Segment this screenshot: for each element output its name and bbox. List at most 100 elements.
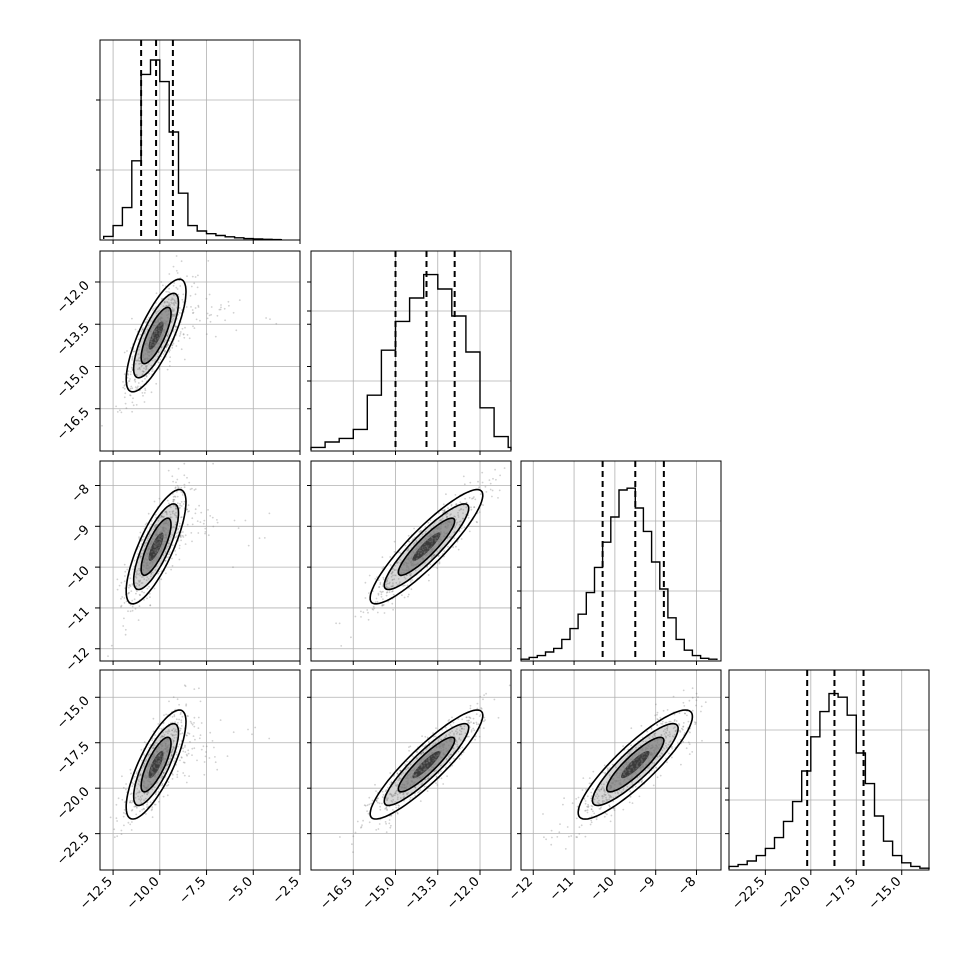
scatter-point — [682, 722, 685, 724]
scatter-point — [268, 512, 271, 515]
scatter-point — [151, 333, 154, 335]
scatter-point — [655, 767, 658, 769]
scatter-point — [649, 753, 652, 756]
scatter-point — [622, 808, 625, 811]
scatter-point — [144, 389, 147, 392]
scatter-point — [136, 771, 138, 774]
scatter-point — [145, 349, 148, 352]
scatter-point — [382, 590, 384, 593]
scatter-point — [170, 321, 173, 323]
scatter-point — [427, 521, 430, 524]
scatter-point — [160, 324, 162, 326]
scatter-point — [660, 734, 663, 737]
scatter-point — [174, 514, 177, 517]
scatter-point — [258, 537, 261, 540]
scatter-point — [640, 762, 643, 765]
scatter-point — [660, 752, 663, 755]
scatter-point — [412, 551, 415, 553]
scatter-point — [162, 757, 164, 759]
scatter-point — [603, 764, 606, 767]
scatter-point — [101, 424, 103, 427]
scatter-point — [434, 755, 437, 758]
scatter-point — [138, 345, 141, 348]
scatter-point — [437, 527, 440, 530]
scatter-point — [458, 757, 461, 760]
scatter-point — [165, 748, 168, 751]
scatter-point — [142, 354, 145, 357]
scatter-point — [149, 764, 152, 767]
scatter-point — [440, 523, 442, 526]
scatter-point — [147, 552, 150, 555]
scatter-point — [624, 768, 627, 771]
scatter-point — [146, 772, 149, 774]
scatter-point — [134, 607, 137, 610]
scatter-point — [157, 768, 160, 771]
scatter-point — [456, 741, 458, 744]
scatter-point — [175, 507, 178, 510]
scatter-point — [147, 787, 149, 789]
scatter-point — [418, 548, 421, 551]
scatter-point — [405, 777, 408, 779]
scatter-point — [390, 781, 393, 784]
scatter-point — [219, 719, 222, 721]
scatter-point — [158, 517, 160, 520]
scatter-point — [194, 508, 197, 511]
scatter-point — [167, 313, 170, 316]
scatter-point — [603, 800, 606, 802]
scatter-point — [173, 308, 175, 310]
scatter-point — [130, 370, 132, 373]
scatter-point — [162, 533, 165, 535]
scatter-point — [592, 810, 594, 813]
scatter-point — [118, 584, 121, 587]
scatter-point — [428, 534, 431, 537]
scatter-point — [148, 762, 151, 765]
scatter-point — [668, 731, 671, 733]
scatter-point — [175, 507, 178, 510]
scatter-point — [647, 744, 650, 747]
scatter-point — [149, 604, 152, 607]
scatter-point — [160, 547, 163, 550]
scatter-point — [499, 474, 501, 477]
scatter-point — [167, 309, 170, 312]
scatter-point — [155, 545, 158, 547]
panel-frame — [99, 669, 301, 871]
scatter-point — [641, 779, 644, 782]
scatter-point — [153, 775, 156, 778]
scatter-point — [445, 740, 447, 743]
scatter-point — [446, 512, 448, 515]
scatter-point — [153, 755, 156, 757]
scatter-point — [433, 534, 436, 537]
scatter-point — [167, 531, 170, 534]
scatter-point — [434, 735, 436, 738]
scatter-point — [141, 794, 144, 797]
scatter-point — [600, 788, 602, 791]
scatter-point — [424, 530, 427, 533]
scatter-point — [131, 317, 133, 320]
scatter-point — [159, 743, 162, 746]
scatter-point — [433, 537, 436, 540]
scatter-point — [160, 551, 163, 553]
scatter-point — [624, 767, 626, 770]
scatter-point — [437, 758, 440, 761]
scatter-point — [172, 342, 175, 345]
scatter-point — [142, 356, 145, 359]
scatter-point — [651, 735, 654, 738]
scatter-point — [147, 567, 149, 570]
scatter-point — [393, 540, 396, 543]
scatter-point — [380, 591, 383, 594]
scatter-point — [691, 687, 694, 690]
scatter-point — [161, 321, 164, 324]
scatter-point — [444, 736, 446, 739]
scatter-point — [433, 528, 436, 531]
scatter-point — [138, 791, 140, 794]
scatter-point — [167, 521, 170, 524]
scatter-point — [161, 534, 164, 536]
scatter-point — [640, 766, 643, 769]
scatter-point — [183, 774, 186, 777]
scatter-point — [157, 320, 159, 322]
contour-line — [140, 736, 172, 793]
scatter-point — [200, 748, 203, 751]
scatter-point — [165, 512, 168, 514]
scatter-point — [155, 330, 158, 333]
scatter-point — [146, 806, 149, 809]
